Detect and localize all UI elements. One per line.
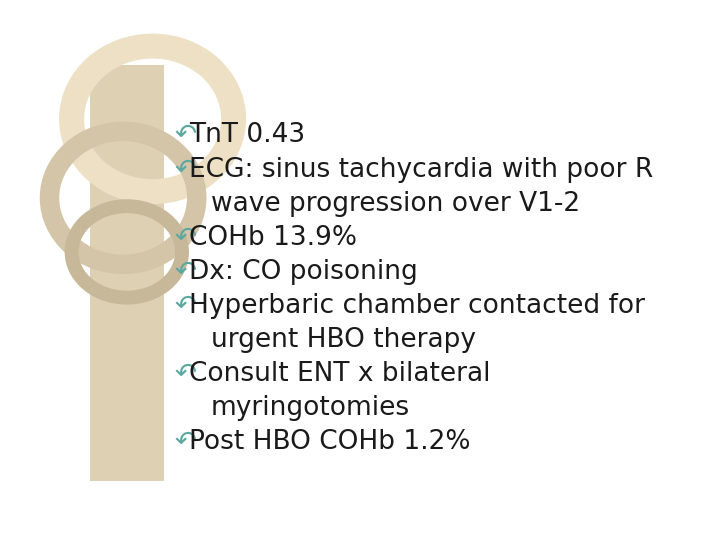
Text: ↶: ↶ — [175, 259, 197, 285]
Bar — [90, 65, 163, 481]
Text: ↶: ↶ — [175, 225, 197, 251]
Text: COHb 13.9%: COHb 13.9% — [189, 225, 356, 251]
Text: TnT 0.43: TnT 0.43 — [189, 123, 305, 148]
Text: ↶: ↶ — [175, 123, 197, 148]
Text: Hyperbaric chamber contacted for: Hyperbaric chamber contacted for — [189, 293, 644, 319]
Text: Consult ENT x bilateral: Consult ENT x bilateral — [189, 361, 490, 387]
Text: myringotomies: myringotomies — [211, 395, 410, 421]
Text: Post HBO COHb 1.2%: Post HBO COHb 1.2% — [189, 429, 470, 455]
Text: ↶: ↶ — [175, 361, 197, 387]
Text: ↶: ↶ — [175, 157, 197, 183]
Text: ↶: ↶ — [175, 293, 197, 319]
Text: wave progression over V1-2: wave progression over V1-2 — [211, 191, 580, 217]
Text: Dx: CO poisoning: Dx: CO poisoning — [189, 259, 418, 285]
Text: urgent HBO therapy: urgent HBO therapy — [211, 327, 476, 353]
Text: ECG: sinus tachycardia with poor R: ECG: sinus tachycardia with poor R — [189, 157, 653, 183]
Text: ↶: ↶ — [175, 429, 197, 455]
